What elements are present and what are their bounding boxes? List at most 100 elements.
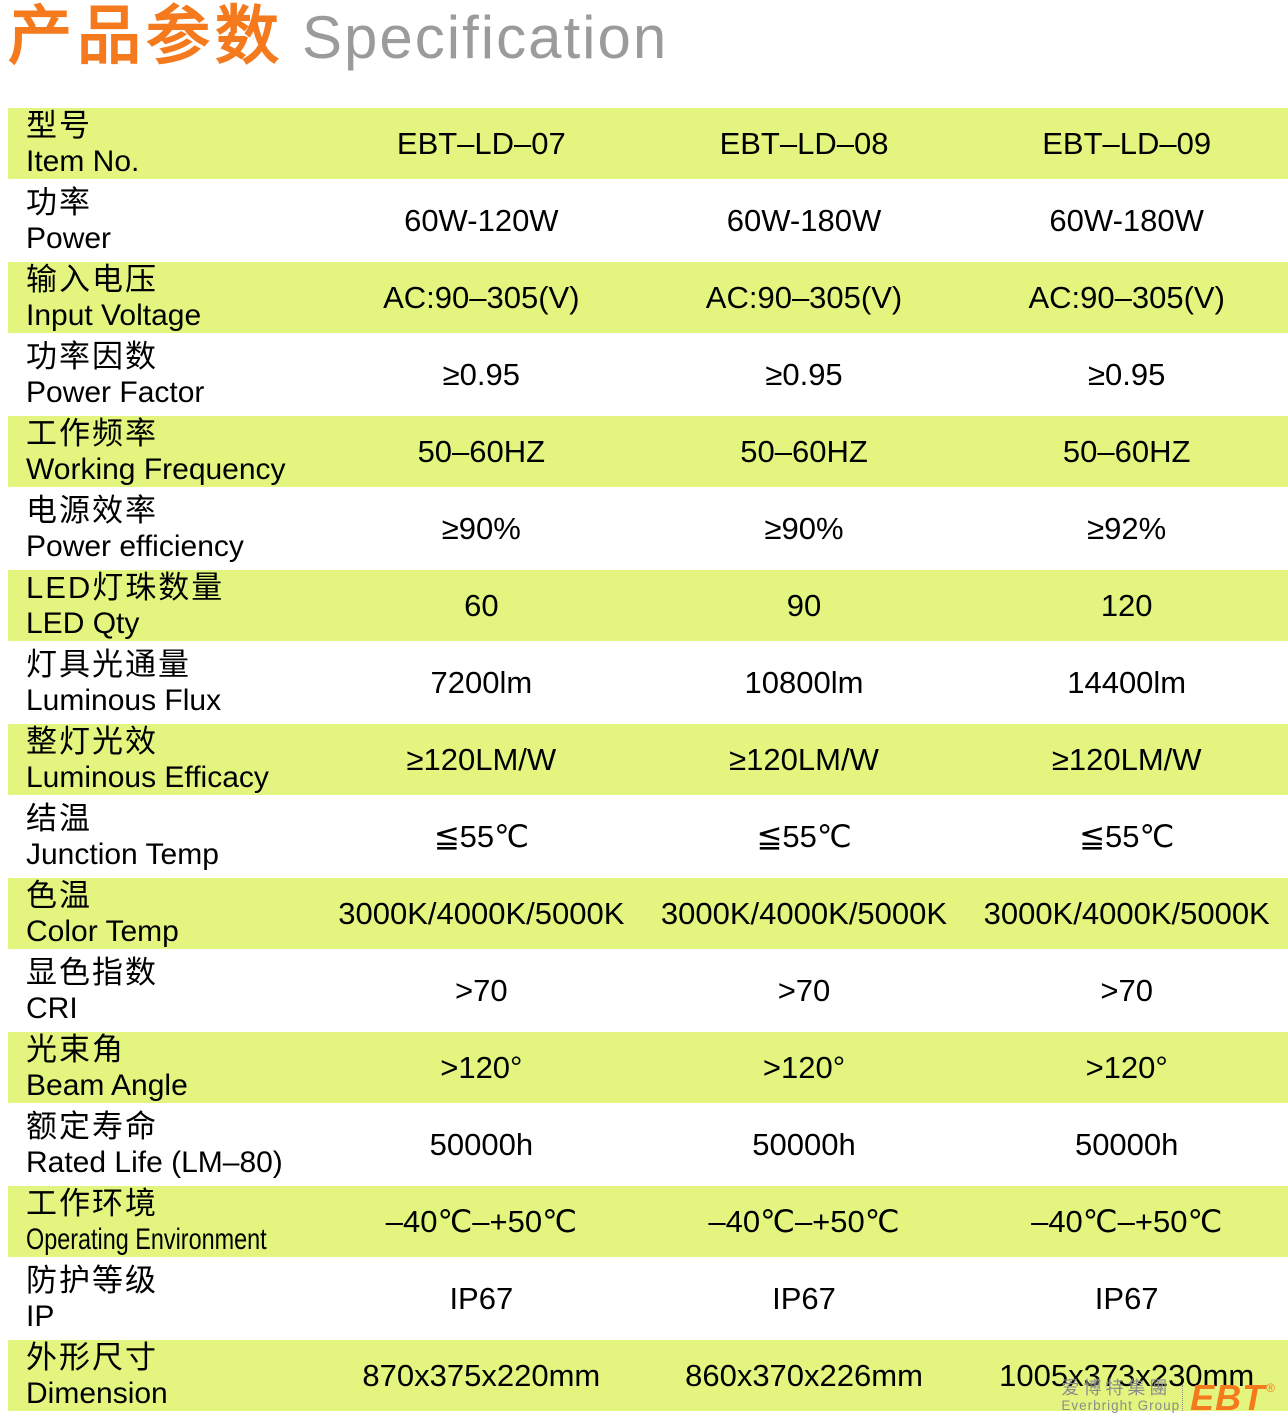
value-cell-col2: 3000K/4000K/5000K <box>660 895 948 931</box>
value-cell-col1: AC:90–305(V) <box>383 279 580 315</box>
row-label-en: Luminous Flux <box>26 683 222 717</box>
value-cell-col3: AC:90–305(V) <box>1028 279 1225 315</box>
row-label: 外形尺寸 Dimension <box>8 1340 320 1411</box>
registered-trademark-icon: ® <box>1266 1381 1275 1395</box>
logo-company-zh: 爱博特集團 <box>1061 1378 1172 1398</box>
row-label-en: Power <box>26 221 112 255</box>
value-cell-col2: ≥0.95 <box>765 356 843 392</box>
value-cell-col3: ≥92% <box>1087 510 1167 546</box>
row-label: 光束角 Beam Angle <box>8 1032 320 1103</box>
value-cell-col2: 60W-180W <box>726 202 882 238</box>
table-row: 光束角 Beam Angle >120° >120° >120° <box>0 1029 1288 1106</box>
value-cell-col3: ≥120LM/W <box>1051 741 1202 777</box>
row-label: 工作频率 Working Frequency <box>8 416 320 487</box>
brand-logo: 爱博特集團 Everbright Group EBT ® <box>1061 1377 1275 1418</box>
value-cell-col3: ≦55℃ <box>1079 818 1175 854</box>
row-label-en: CRI <box>26 991 78 1025</box>
logo-ebt-mark: EBT <box>1190 1377 1266 1418</box>
table-row: 工作环境 Operating Environment –40℃–+50℃ –40… <box>0 1183 1288 1260</box>
row-label: 色温 Color Temp <box>8 878 320 949</box>
table-row: 输入电压 Input Voltage AC:90–305(V) AC:90–30… <box>0 259 1288 336</box>
page-title: 产品参数 Specification <box>0 0 1288 100</box>
value-cell-col3: 3000K/4000K/5000K <box>983 895 1270 931</box>
row-label-en: Item No. <box>26 144 140 178</box>
value-cell-col1: 7200lm <box>430 664 533 700</box>
value-cell-col2: ≥120LM/W <box>729 741 879 777</box>
table-row: 工作频率 Working Frequency 50–60HZ 50–60HZ 5… <box>0 413 1288 490</box>
value-cell-col2: EBT–LD–08 <box>719 125 889 161</box>
row-label: 输入电压 Input Voltage <box>8 262 320 333</box>
row-label-zh: 显色指数 <box>26 954 158 990</box>
value-cell-col2: ≥90% <box>764 510 844 546</box>
row-label-en: Beam Angle <box>26 1068 188 1102</box>
value-cell-col1: 50000h <box>429 1126 534 1162</box>
row-label: 结温 Junction Temp <box>8 798 320 875</box>
row-label-en: IP <box>26 1299 55 1333</box>
value-cell-col2: ≦55℃ <box>756 818 852 854</box>
value-cell-col1: 870x375x220mm <box>362 1357 601 1393</box>
row-label-zh: 光束角 <box>26 1031 125 1067</box>
page-title-en: Specification <box>302 4 669 71</box>
row-label-zh: 外形尺寸 <box>26 1339 158 1375</box>
value-cell-col1: ≥90% <box>441 510 521 546</box>
table-row: 显色指数 CRI >70 >70 >70 <box>0 952 1288 1029</box>
row-label-zh: 防护等级 <box>26 1262 158 1298</box>
table-row: 色温 Color Temp 3000K/4000K/5000K 3000K/40… <box>0 875 1288 952</box>
row-label: 型号 Item No. <box>8 108 320 179</box>
table-row: 功率因数 Power Factor ≥0.95 ≥0.95 ≥0.95 <box>0 336 1288 413</box>
value-cell-col1: ≦55℃ <box>433 818 529 854</box>
row-label-en: Operating Environment <box>26 1222 267 1256</box>
row-label: 显色指数 CRI <box>8 952 320 1029</box>
value-cell-col3: 1005x373x230mm <box>999 1357 1255 1393</box>
value-cell-col1: >70 <box>455 972 508 1008</box>
value-cell-col3: 14400lm <box>1067 664 1187 700</box>
row-label: 整灯光效 Luminous Efficacy <box>8 724 320 795</box>
table-row: 整灯光效 Luminous Efficacy ≥120LM/W ≥120LM/W… <box>0 721 1288 798</box>
row-label-zh: 功率 <box>26 184 92 220</box>
value-cell-col3: >70 <box>1100 972 1153 1008</box>
row-label-zh: 工作频率 <box>26 415 158 451</box>
row-label-zh: 色温 <box>26 877 92 913</box>
table-row: 灯具光通量 Luminous Flux 7200lm 10800lm 14400… <box>0 644 1288 721</box>
row-label: LED灯珠数量 LED Qty <box>8 570 320 641</box>
value-cell-col2: 90 <box>786 587 822 623</box>
row-label-zh: 整灯光效 <box>26 723 158 759</box>
value-cell-col3: ≥0.95 <box>1088 356 1166 392</box>
value-cell-col2: 10800lm <box>744 664 864 700</box>
row-label-en: Power efficiency <box>26 529 244 563</box>
row-label-en: Color Temp <box>26 914 179 948</box>
value-cell-col1: –40℃–+50℃ <box>385 1203 577 1239</box>
value-cell-col3: >120° <box>1085 1049 1168 1085</box>
row-label: 防护等级 IP <box>8 1260 320 1337</box>
value-cell-col2: –40℃–+50℃ <box>708 1203 900 1239</box>
table-row: LED灯珠数量 LED Qty 60 90 120 <box>0 567 1288 644</box>
row-label-en: Junction Temp <box>26 837 219 871</box>
page-title-zh: 产品参数 <box>8 0 284 72</box>
row-label-en: LED Qty <box>26 606 140 640</box>
row-label-zh: 结温 <box>26 800 92 836</box>
spec-table: 型号 Item No. EBT–LD–07 EBT–LD–08 EBT–LD–0… <box>0 105 1288 1414</box>
row-label-en: Dimension <box>26 1376 168 1410</box>
value-cell-col3: –40℃–+50℃ <box>1031 1203 1223 1239</box>
row-label-zh: 工作环境 <box>26 1185 158 1221</box>
row-label-en: Rated Life (LM–80) <box>26 1145 283 1179</box>
row-label-zh: 额定寿命 <box>26 1108 158 1144</box>
row-label: 电源效率 Power efficiency <box>8 490 320 567</box>
value-cell-col2: >70 <box>777 972 831 1008</box>
value-cell-col1: ≥0.95 <box>442 356 521 392</box>
value-cell-col2: 50–60HZ <box>740 433 868 469</box>
value-cell-col3: IP67 <box>1094 1280 1159 1316</box>
value-cell-col2: IP67 <box>772 1280 836 1316</box>
row-label-zh: 输入电压 <box>26 261 158 297</box>
value-cell-col3: 60W-180W <box>1049 202 1204 238</box>
table-row: 额定寿命 Rated Life (LM–80) 50000h 50000h 50… <box>0 1106 1288 1183</box>
value-cell-col1: >120° <box>440 1049 523 1085</box>
row-label-zh: 型号 <box>26 107 92 143</box>
row-label: 灯具光通量 Luminous Flux <box>8 644 320 721</box>
logo-company-names: 爱博特集團 Everbright Group <box>1061 1378 1180 1413</box>
value-cell-col2: >120° <box>762 1049 846 1085</box>
value-cell-col3: 120 <box>1100 587 1153 623</box>
table-row: 电源效率 Power efficiency ≥90% ≥90% ≥92% <box>0 490 1288 567</box>
value-cell-col1: 60 <box>464 587 499 623</box>
logo-divider <box>1182 1385 1185 1411</box>
